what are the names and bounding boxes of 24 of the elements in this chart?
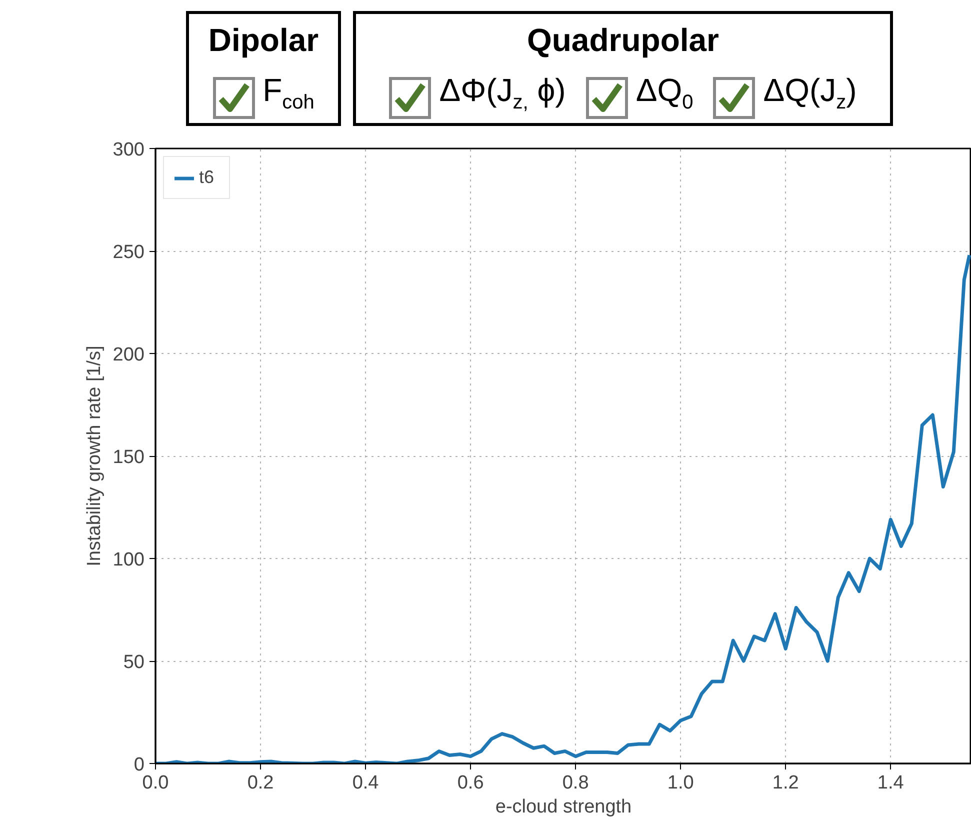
text: ΔQ(J$_{z}$) <box>763 72 857 114</box>
text: ΔQ$_{0}$ <box>636 72 694 114</box>
x-tick-label: 0.2 <box>247 772 274 794</box>
y-tick-label: 150 <box>112 447 144 468</box>
x-tick-label: 1.0 <box>667 772 694 794</box>
text: Quadrupolar <box>526 21 720 60</box>
x-axis-title: e-cloud strength <box>495 796 632 818</box>
y-tick-label: 300 <box>112 140 144 160</box>
text: Dipolar <box>207 21 320 60</box>
y-tick-label: 200 <box>112 344 144 366</box>
x-tick-label: 0.4 <box>352 772 380 794</box>
y-axis-title: Instability growth rate [1/s] <box>84 346 105 566</box>
x-tick-label: 0.6 <box>457 772 484 794</box>
y-tick-label: 250 <box>112 242 144 263</box>
x-tick-label: 1.4 <box>877 772 904 794</box>
y-tick-label: 50 <box>123 652 145 673</box>
legend-label: t6 <box>199 167 216 188</box>
x-tick-label: 0.8 <box>562 772 589 794</box>
y-tick-label: 100 <box>112 550 144 570</box>
x-tick-label: 1.2 <box>772 772 799 794</box>
x-tick-label: 0.0 <box>142 772 169 794</box>
text: F$_{coh}$ <box>262 72 314 114</box>
text: ΔΦ(J$_{z,}$ ϕ) <box>439 72 566 114</box>
y-tick-label: 0 <box>134 754 145 776</box>
